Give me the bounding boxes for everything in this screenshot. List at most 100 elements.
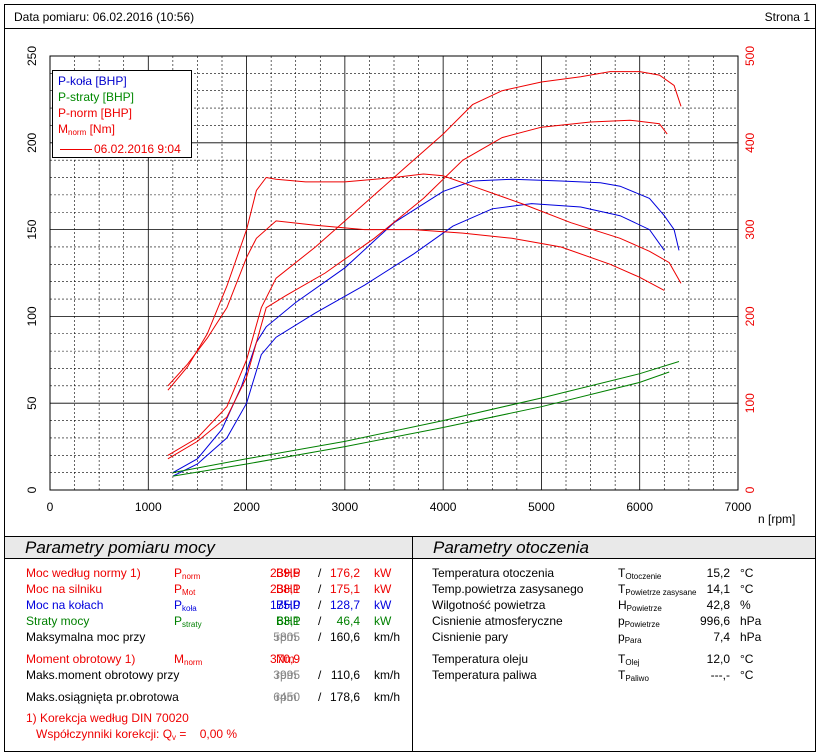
ambient-label: Cisnienie pary	[432, 630, 509, 644]
param-value-2: 160,6	[329, 630, 360, 644]
ambient-param-row: Temperatura otoczenia TOtoczenie 15,2 °C	[0, 566, 822, 581]
page-number: Strona 1	[764, 10, 810, 24]
ambient-symbol: pPowietrze	[618, 614, 660, 629]
right-y-tick-label: 100	[743, 393, 757, 413]
legend-run-swatch	[60, 149, 92, 150]
ambient-value: 996,6	[699, 614, 730, 628]
ambient-param-row: Temp.powietrza zasysanego TPowietrze zasy…	[0, 582, 822, 597]
ambient-symbol: TPowietrze zasysane	[618, 582, 697, 597]
ambient-value: 15,2	[706, 566, 730, 580]
param-value-1: 238,1	[270, 582, 301, 596]
param-separator: /	[318, 690, 322, 704]
param-label: Moment obrotowy 1)	[26, 652, 136, 666]
power-param-row: Moc na silniku PMot 238,1 BHP / 175,1 kW	[0, 582, 412, 597]
right-y-tick-label: 400	[743, 132, 757, 152]
series-line-5	[167, 119, 668, 460]
correction-factor: Współczynniki korekcji: Qv = 0,00 %	[36, 727, 237, 742]
param-unit-2: km/h	[374, 630, 401, 644]
ambient-symbol: TOtoczenie	[618, 566, 662, 581]
x-tick-label: 2000	[233, 500, 260, 514]
param-unit-2: km/h	[374, 690, 401, 704]
correction-label: Współczynniki korekcji: Q	[36, 727, 173, 741]
param-label: Maksymalna moc przy	[26, 630, 146, 644]
param-value-1: 5805	[273, 630, 300, 644]
param-value-2: 46,4	[336, 614, 360, 628]
x-tick-label: 5000	[528, 500, 555, 514]
ambient-label: Temperatura paliwa	[432, 668, 537, 682]
param-label: Maks.moment obrotowy przy	[26, 668, 180, 682]
measurement-date: Data pomiaru: 06.02.2016 (10:56)	[14, 10, 195, 24]
series-line-3	[172, 371, 670, 477]
correction-value: = 0,00 %	[176, 727, 238, 741]
series-line-1	[172, 203, 665, 477]
ambient-param-row: Cisnienie pary pPara 7,4 hPa	[0, 630, 822, 645]
legend-run-date: 06.02.2016 9:04	[58, 141, 186, 157]
legend-entry-p-norm: P-norm [BHP]	[58, 106, 133, 120]
ambient-label: Temperatura oleju	[432, 652, 529, 666]
left-y-tick-label: 200	[25, 132, 39, 152]
param-label: Moc według normy 1)	[26, 566, 141, 580]
right-y-tick-label: 500	[743, 46, 757, 66]
param-separator: /	[318, 598, 322, 612]
ambient-unit: %	[740, 598, 751, 612]
series-line-4	[167, 71, 682, 456]
param-value-1: 6450	[273, 690, 300, 704]
ambient-value: 7,4	[713, 630, 730, 644]
ambient-unit: hPa	[740, 614, 762, 628]
param-unit-2: kW	[374, 598, 392, 612]
param-separator: /	[318, 566, 322, 580]
param-unit-1: rpm	[276, 690, 297, 704]
right-y-tick-label: 0	[743, 486, 757, 493]
ambient-label: Temperatura otoczenia	[432, 566, 555, 580]
section-divider	[4, 536, 816, 537]
param-unit-1: BHP	[276, 614, 301, 628]
param-separator: /	[318, 582, 322, 596]
ambient-value: ---,-	[710, 668, 730, 682]
series-line-0	[172, 178, 680, 474]
param-separator: /	[318, 630, 322, 644]
ambient-unit: hPa	[740, 630, 762, 644]
left-y-tick-label: 150	[25, 219, 39, 239]
param-value-1: 370,9	[270, 652, 301, 666]
ambient-param-row: Temperatura oleju TOlej 12,0 °C	[0, 652, 822, 667]
ambient-unit: °C	[740, 668, 754, 682]
series-line-7	[167, 220, 665, 387]
left-y-tick-label: 50	[25, 396, 39, 410]
page-frame	[4, 4, 816, 752]
header-divider	[4, 28, 816, 29]
legend-run-date-text: 06.02.2016 9:04	[94, 142, 181, 156]
correction-sub: v	[172, 733, 177, 742]
param-symbol: PMot	[174, 582, 196, 597]
ambient-value: 14,1	[706, 582, 730, 596]
param-value-2: 178,6	[329, 690, 360, 704]
power-param-row: Maksymalna moc przy 5805 rpm / 160,6 km/h	[0, 630, 412, 645]
legend-entry-p-kola: P-koła [BHP]	[58, 74, 127, 88]
param-value-2: 175,1	[329, 582, 360, 596]
left-y-tick-label: 100	[25, 306, 39, 326]
ambient-symbol: TOlej	[618, 652, 640, 667]
param-label: Moc na silniku	[26, 582, 103, 596]
param-unit-2: kW	[374, 582, 392, 596]
x-tick-label: 6000	[626, 500, 653, 514]
din-footnote: 1) Korekcja według DIN 70020	[26, 711, 189, 725]
x-tick-label: 3000	[332, 500, 359, 514]
legend-entry-p-straty: P-straty [BHP]	[58, 90, 135, 104]
param-symbol: Pnorm	[174, 566, 201, 581]
param-symbol: Pstraty	[174, 614, 202, 629]
ambient-symbol: TPaliwo	[618, 668, 649, 683]
param-value-2: 128,7	[329, 598, 360, 612]
legend-entry-m-norm: Mnorm [Nm]	[58, 121, 186, 141]
ambient-unit: °C	[740, 582, 754, 596]
param-unit-1: BHP	[276, 582, 301, 596]
param-value-1: 175,0	[270, 598, 301, 612]
x-tick-label: 4000	[430, 500, 457, 514]
param-unit-2: kW	[374, 566, 392, 580]
power-param-row: Moment obrotowy 1) Mnorm 370,9 Nm	[0, 652, 412, 667]
left-y-tick-label: 250	[25, 46, 39, 66]
param-value-1: 63,1	[276, 614, 300, 628]
series-line-6	[167, 173, 682, 391]
x-tick-label: 7000	[725, 500, 752, 514]
param-separator: /	[318, 668, 322, 682]
legend-m-norm-text: Mnorm [Nm]	[58, 122, 115, 137]
param-unit-1: rpm	[276, 668, 297, 682]
